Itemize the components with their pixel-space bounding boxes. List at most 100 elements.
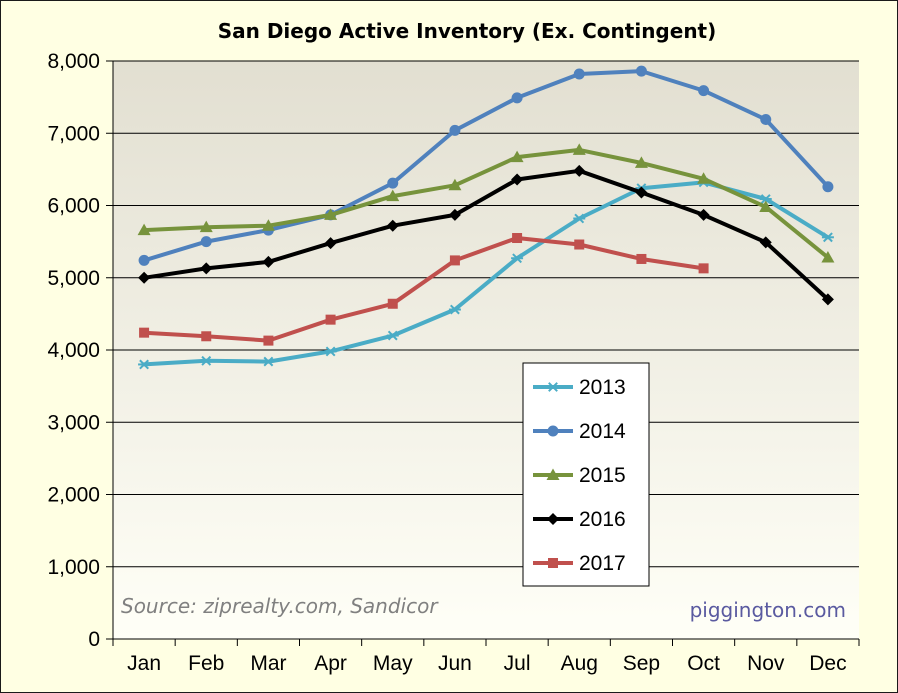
legend-marker [547, 513, 559, 525]
x-tick-label: Jul [504, 652, 531, 675]
data-point [759, 200, 773, 212]
data-point [759, 236, 772, 249]
data-point [263, 335, 274, 346]
data-point [448, 208, 461, 221]
legend-marker [548, 558, 558, 568]
x-tick-label: Feb [188, 652, 224, 675]
x-tick-label: Jun [438, 652, 472, 675]
legend-item: 2013 [533, 376, 626, 399]
x-tick-label: May [373, 652, 413, 675]
legend-label: 2014 [579, 420, 626, 443]
data-point [510, 150, 524, 163]
data-point [635, 65, 647, 77]
data-point [139, 327, 150, 338]
x-tick-label: Sep [623, 652, 660, 675]
data-point [448, 304, 461, 315]
data-point [573, 213, 586, 224]
data-point [822, 181, 834, 193]
data-point [201, 331, 212, 342]
data-point [512, 233, 523, 244]
legend-item: 2015 [533, 464, 626, 487]
data-point [200, 355, 213, 366]
gridlines [106, 60, 859, 640]
data-point [759, 194, 772, 204]
marker-stroke [139, 359, 149, 370]
data-point [511, 173, 524, 186]
data-point [138, 254, 150, 266]
data-point [573, 164, 586, 177]
data-point [386, 330, 399, 341]
y-tick-label: 5,000 [47, 267, 100, 290]
marker-stroke [823, 232, 833, 243]
data-point [697, 172, 711, 184]
legend: 2013 2014 2015 2016 2017 [522, 362, 650, 587]
data-point [511, 253, 524, 264]
series-2015 [137, 143, 835, 263]
data-point [324, 237, 337, 250]
series-line [142, 147, 830, 260]
data-point [449, 124, 461, 136]
marker-stroke [548, 382, 558, 392]
y-tick-label: 7,000 [47, 122, 100, 145]
series-2016 [138, 164, 834, 306]
x-tick-label: Mar [250, 652, 286, 675]
legend-item: 2014 [533, 420, 626, 443]
data-point [573, 68, 585, 80]
marker-stroke [450, 304, 460, 315]
legend-item: 2016 [533, 508, 626, 531]
legend-marker [547, 382, 559, 392]
source-annotation: Source: ziprealty.com, Sandicor [121, 594, 439, 618]
data-point [760, 114, 772, 126]
data-point [572, 143, 586, 155]
legend-label: 2013 [579, 376, 626, 399]
data-point [200, 262, 213, 275]
series-2017 [139, 233, 709, 346]
chart-title: San Diego Active Inventory (Ex. Continge… [218, 19, 717, 43]
data-point [262, 255, 275, 268]
data-point [698, 85, 710, 97]
data-point [138, 359, 151, 370]
series-line [142, 236, 706, 343]
data-point [697, 208, 710, 221]
y-tick-label: 8,000 [47, 50, 100, 73]
data-point [138, 271, 151, 284]
y-tick-label: 3,000 [47, 411, 100, 434]
data-point [821, 232, 834, 243]
legend-marker [547, 425, 559, 437]
data-point [634, 156, 648, 168]
x-tick-label: Nov [747, 652, 785, 675]
x-tick-label: Oct [687, 652, 720, 675]
x-tick-label: Aug [561, 652, 598, 675]
marker-stroke [760, 194, 771, 204]
data-point [636, 253, 647, 264]
data-point [821, 251, 835, 263]
data-point [698, 263, 709, 274]
data-point [137, 223, 151, 236]
series-line [142, 168, 830, 302]
data-point [200, 236, 212, 248]
data-point [386, 219, 399, 232]
marker-stroke [325, 346, 336, 357]
data-point [324, 208, 338, 220]
x-tick-label: Dec [809, 652, 846, 675]
data-point [448, 178, 462, 191]
legend-label: 2015 [579, 464, 626, 487]
legend-marker [546, 468, 560, 480]
data-point [574, 239, 585, 250]
data-point [635, 186, 648, 199]
data-point [511, 92, 523, 104]
marker-stroke [574, 213, 585, 224]
legend-label: 2017 [579, 552, 626, 575]
marker-stroke [201, 355, 212, 366]
x-tick-label: Apr [314, 652, 347, 675]
data-point [261, 219, 275, 231]
legend-label: 2016 [579, 508, 626, 531]
data-point [387, 298, 398, 309]
y-tick-label: 2,000 [47, 484, 100, 507]
data-point [262, 356, 275, 367]
y-tick-label: 6,000 [47, 195, 100, 218]
data-point [821, 293, 834, 306]
credit-annotation: piggington.com [690, 598, 846, 622]
y-axis-ticks: 0 1,000 2,000 3,000 4,000 5,000 6,000 7,000 8,00… [47, 50, 100, 651]
